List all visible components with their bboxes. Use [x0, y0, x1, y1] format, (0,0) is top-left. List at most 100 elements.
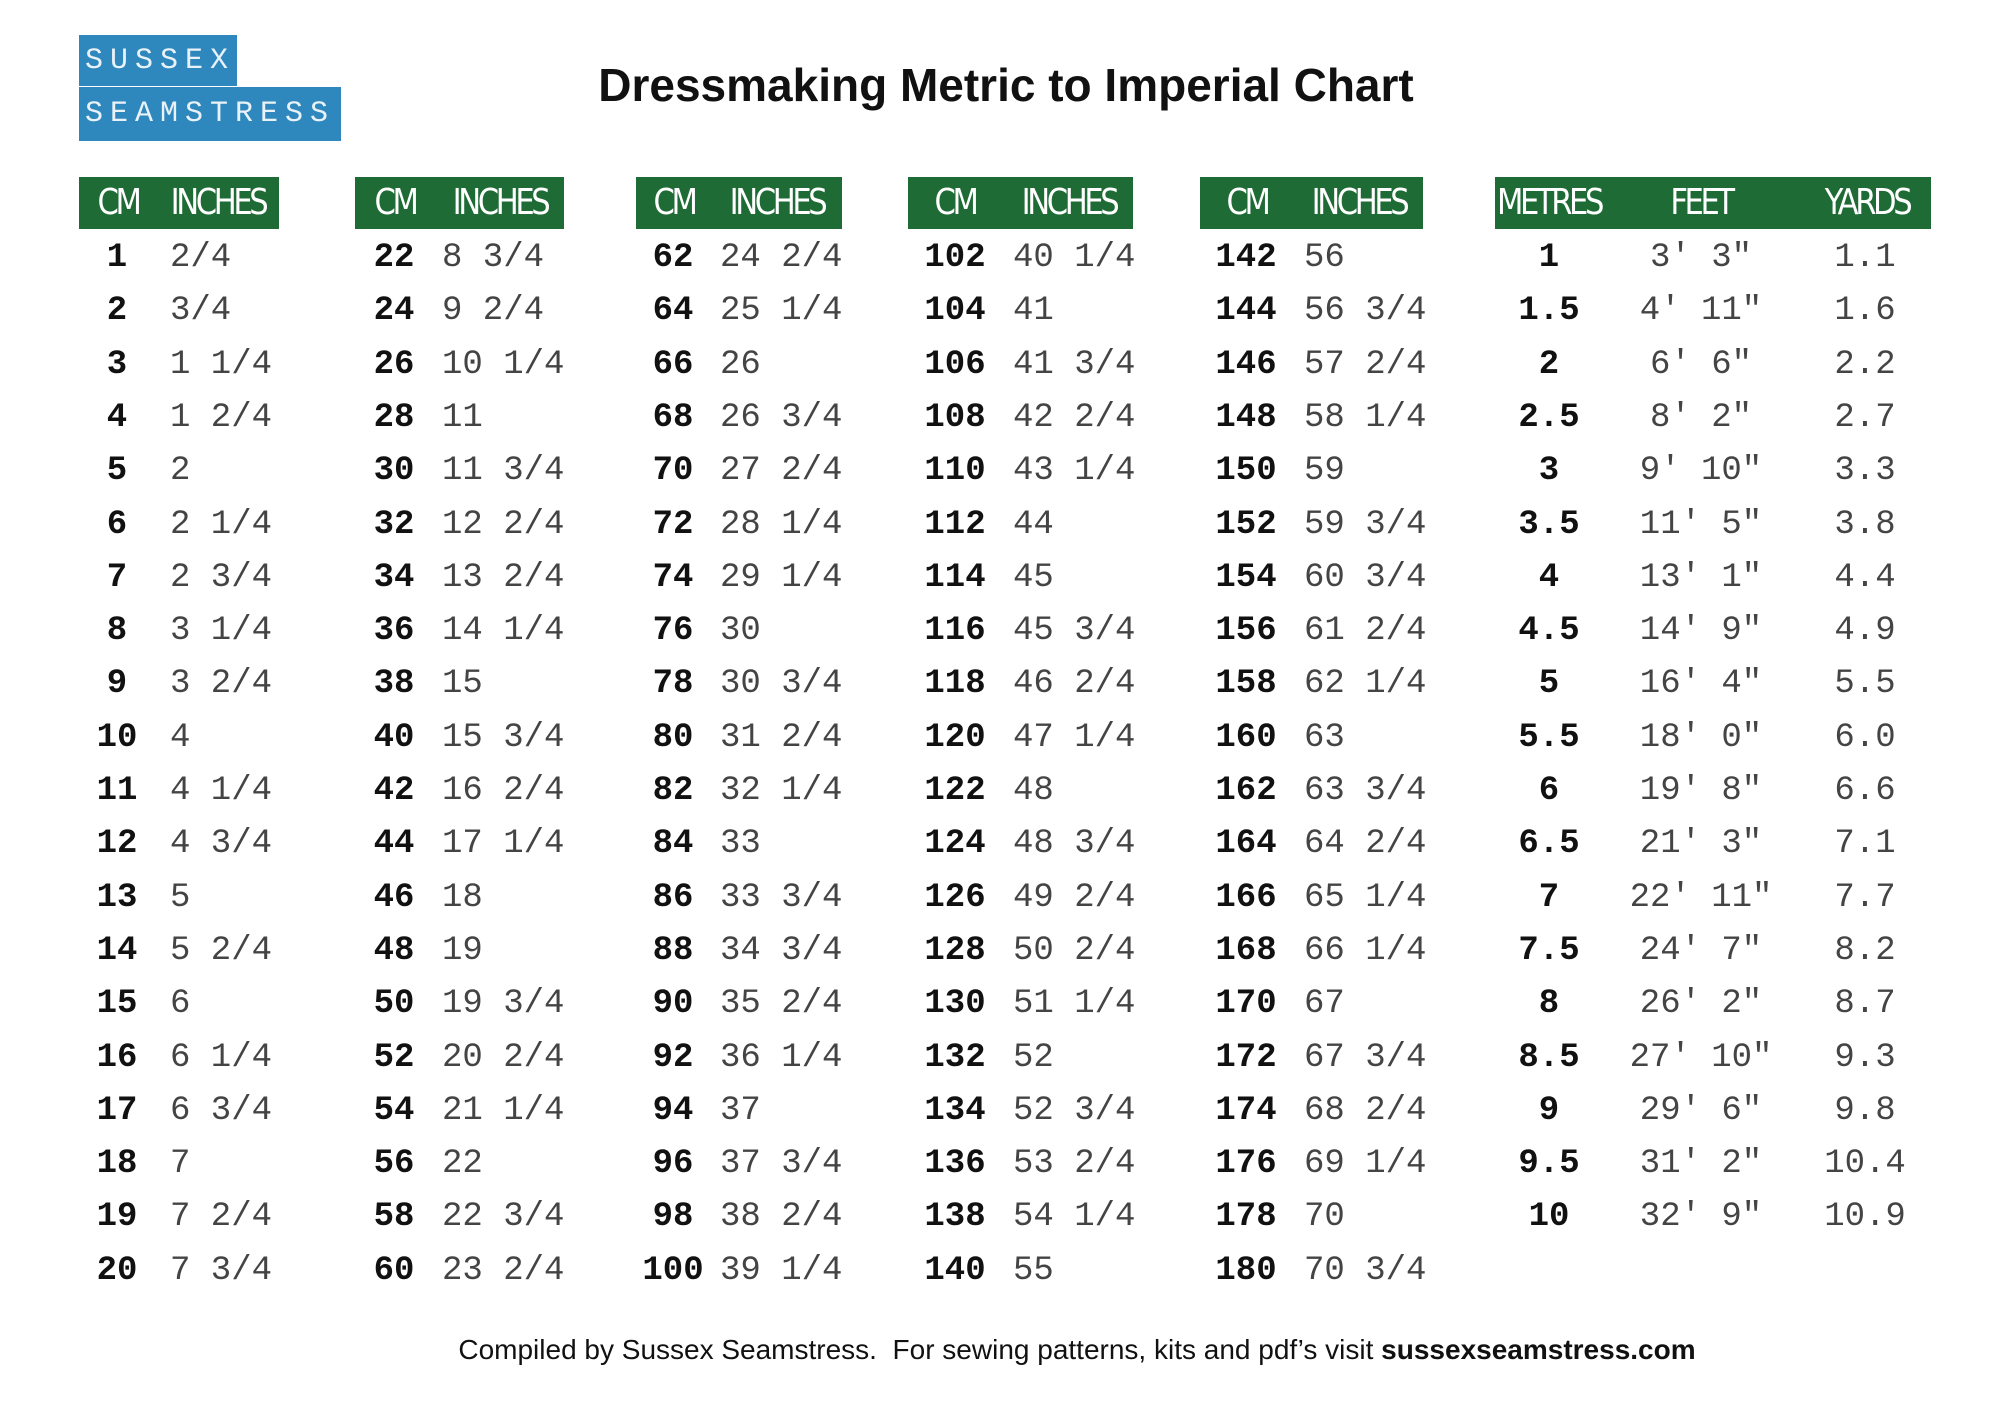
table-cell: 18	[96, 1145, 138, 1184]
table-cell: 48 3/4	[1013, 825, 1136, 864]
table-cell: 62 1/4	[1304, 665, 1427, 704]
table-cell: 5.5	[1518, 718, 1580, 757]
table-cell: 132	[924, 1038, 986, 1077]
table-cell: 40 1/4	[1013, 239, 1136, 277]
table-cell: 3	[106, 345, 128, 384]
table-header	[79, 177, 279, 229]
table-cell: 102	[924, 239, 986, 277]
table-cell: 37	[720, 1091, 761, 1130]
table-cell: 100	[642, 1251, 704, 1290]
table-cell: 52 3/4	[1013, 1091, 1136, 1130]
table-cell: 8 3/4	[442, 239, 545, 277]
table-cell: 15 3/4	[442, 718, 565, 757]
table-cell: 4	[170, 718, 191, 757]
table-cell: 8' 2"	[1649, 398, 1753, 437]
table-cell: 12 2/4	[442, 505, 565, 544]
footer-text: Compiled by Sussex Seamstress. For sewin…	[458, 1334, 1382, 1365]
table-cell: 6	[170, 985, 191, 1024]
column-header: CM	[374, 182, 419, 223]
table-cell: 11 3/4	[442, 452, 565, 491]
table-cell: 2 3/4	[170, 558, 273, 597]
table-cell: 57 2/4	[1304, 345, 1427, 384]
table-cell: 19	[442, 931, 483, 970]
table-cell: 136	[924, 1145, 986, 1184]
table-cell: 68	[652, 398, 694, 437]
table-cell: 82	[652, 772, 694, 810]
table-cell: 88	[652, 931, 694, 970]
table-cell: 22	[442, 1145, 483, 1184]
table-cell: 172	[1215, 1038, 1277, 1077]
table-cell: 22' 11"	[1629, 878, 1773, 917]
table-cell: 29 1/4	[720, 558, 843, 597]
table-cell: 27' 10"	[1629, 1038, 1773, 1077]
table-cell: 19' 8"	[1639, 772, 1763, 810]
table-cell: 70 3/4	[1304, 1251, 1427, 1290]
table-cell: 84	[652, 825, 694, 864]
table-cell: 96	[652, 1145, 694, 1184]
table-cell: 55	[1013, 1251, 1054, 1290]
column-header: INCHES	[729, 182, 828, 223]
table-cell: 45 3/4	[1013, 612, 1136, 651]
table-cell: 170	[1215, 985, 1277, 1024]
table-cell: 61 2/4	[1304, 612, 1427, 651]
table-cell: 78	[652, 665, 694, 704]
table-cell: 36	[373, 612, 415, 651]
table-cell: 38 2/4	[720, 1198, 843, 1237]
table-cell: 9 2/4	[442, 292, 545, 331]
table-cell: 15	[442, 665, 483, 704]
table-cell: 2.5	[1518, 398, 1580, 437]
column-header: FEET	[1670, 182, 1735, 223]
table-cell: 106	[924, 345, 986, 384]
table-cell: 25 1/4	[720, 292, 843, 331]
table-cell: 134	[924, 1091, 986, 1130]
column-header: CM	[1226, 182, 1271, 223]
table-cell: 11	[96, 772, 138, 810]
table-cell: 1	[106, 239, 128, 277]
table-cell: 28	[373, 398, 415, 437]
table-cell: 116	[924, 612, 986, 651]
table-cell: 35 2/4	[720, 985, 843, 1024]
table-cell: 67 3/4	[1304, 1038, 1427, 1077]
table-cell: 2	[106, 292, 128, 331]
table-cell: 63	[1304, 718, 1345, 757]
table-cell: 1	[1538, 239, 1560, 277]
table-cell: 9	[106, 665, 128, 704]
table-cell: 162	[1215, 772, 1277, 810]
table-cell: 31' 2"	[1639, 1145, 1763, 1184]
table-cell: 67	[1304, 985, 1345, 1024]
table-cell: 5	[170, 878, 191, 917]
table-cell: 80	[652, 718, 694, 757]
table-cell: 28 1/4	[720, 505, 843, 544]
table-cell: 146	[1215, 345, 1277, 384]
table-cell: 27 2/4	[720, 452, 843, 491]
table-cell: 144	[1215, 292, 1277, 331]
table-cell: 6	[1538, 772, 1560, 810]
table-cell: 68 2/4	[1304, 1091, 1427, 1130]
column-header: YARDS	[1824, 182, 1913, 223]
table-cell: 52	[1013, 1038, 1054, 1077]
table-cell: 142	[1215, 239, 1277, 277]
table-cell: 38	[373, 665, 415, 704]
table-cell: 9.8	[1834, 1091, 1896, 1130]
table-cell: 104	[924, 292, 986, 331]
table-cell: 60 3/4	[1304, 558, 1427, 597]
table-cell: 7.5	[1518, 931, 1580, 970]
table-cell: 4.4	[1834, 558, 1896, 597]
table-cell: 6	[106, 505, 128, 544]
table-cell: 2	[170, 452, 191, 491]
table-cell: 17	[96, 1091, 138, 1130]
table-cell: 46 2/4	[1013, 665, 1136, 704]
table-cell: 10	[1528, 1198, 1570, 1237]
table-header	[636, 177, 842, 229]
table-cell: 53 2/4	[1013, 1145, 1136, 1184]
column-header: INCHES	[452, 182, 551, 223]
table-cell: 58 1/4	[1304, 398, 1427, 437]
table-cell: 10.9	[1824, 1198, 1906, 1237]
table-cell: 16' 4"	[1639, 665, 1763, 704]
table-cell: 42 2/4	[1013, 398, 1136, 437]
table-cell: 2/4	[170, 239, 232, 277]
table-cell: 21 1/4	[442, 1091, 565, 1130]
table-cell: 4 3/4	[170, 825, 273, 864]
table-cell: 16	[96, 1038, 138, 1077]
